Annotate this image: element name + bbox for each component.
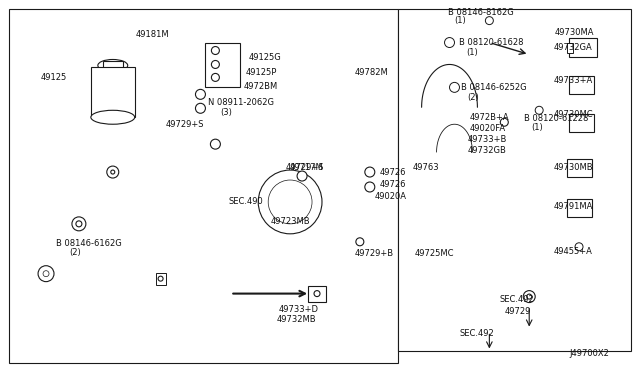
Text: 49729+B: 49729+B — [355, 249, 394, 258]
Circle shape — [111, 170, 115, 174]
Bar — [569, 76, 594, 94]
Circle shape — [485, 17, 493, 25]
Text: B 08146-6252G: B 08146-6252G — [461, 83, 527, 92]
Circle shape — [76, 221, 82, 227]
Bar — [103, 61, 123, 71]
Text: 49732GA: 49732GA — [554, 43, 593, 52]
Circle shape — [449, 82, 460, 92]
Text: 49125G: 49125G — [248, 53, 281, 62]
Text: 49733+B: 49733+B — [467, 135, 507, 144]
Circle shape — [500, 118, 508, 126]
Text: 49729+S: 49729+S — [285, 163, 324, 171]
Circle shape — [365, 167, 375, 177]
Bar — [156, 273, 166, 285]
Circle shape — [43, 271, 49, 277]
Circle shape — [575, 243, 583, 251]
Text: 49730MC: 49730MC — [554, 110, 594, 119]
Circle shape — [365, 182, 375, 192]
Text: SEC.492: SEC.492 — [460, 329, 494, 338]
Circle shape — [524, 291, 535, 302]
Text: 49729+S: 49729+S — [166, 120, 204, 129]
Circle shape — [195, 89, 205, 99]
Text: SEC.492: SEC.492 — [499, 295, 534, 304]
Ellipse shape — [91, 110, 134, 124]
Text: 49726: 49726 — [380, 167, 406, 177]
Circle shape — [107, 166, 119, 178]
Text: J49700X2: J49700X2 — [569, 349, 609, 358]
Circle shape — [268, 180, 312, 224]
Text: 49791MA: 49791MA — [553, 202, 593, 211]
Ellipse shape — [98, 60, 128, 71]
Text: 49717M: 49717M — [290, 163, 324, 171]
Text: 49125P: 49125P — [245, 68, 276, 77]
Text: B 08120-61628: B 08120-61628 — [460, 38, 524, 47]
Text: 49020FA: 49020FA — [469, 124, 506, 133]
Circle shape — [211, 73, 220, 81]
Bar — [567, 199, 592, 217]
Text: 49729: 49729 — [504, 307, 531, 316]
Text: 49455+A: 49455+A — [554, 247, 593, 256]
Text: (1): (1) — [467, 48, 478, 57]
Circle shape — [38, 266, 54, 282]
Text: 49723MB: 49723MB — [270, 217, 310, 227]
Text: B 08146-6162G: B 08146-6162G — [56, 239, 122, 248]
Circle shape — [356, 238, 364, 246]
Text: (1): (1) — [454, 16, 467, 25]
Text: 49732MB: 49732MB — [276, 315, 316, 324]
Circle shape — [445, 38, 454, 48]
Bar — [567, 159, 592, 177]
Text: 49125: 49125 — [41, 73, 67, 82]
Circle shape — [314, 291, 320, 296]
Text: 49763: 49763 — [413, 163, 439, 171]
Circle shape — [297, 171, 307, 181]
Circle shape — [527, 294, 532, 299]
Text: 49782M: 49782M — [355, 68, 388, 77]
Text: 4972BM: 4972BM — [243, 82, 278, 91]
Text: (2): (2) — [69, 248, 81, 257]
Text: 49730MA: 49730MA — [555, 28, 595, 37]
Text: B 08120-61228: B 08120-61228 — [524, 114, 589, 123]
Text: 49733+A: 49733+A — [553, 76, 593, 85]
Circle shape — [258, 170, 322, 234]
Circle shape — [158, 276, 163, 281]
Circle shape — [211, 46, 220, 54]
Text: 49181M: 49181M — [136, 30, 170, 39]
Circle shape — [211, 61, 220, 68]
Bar — [91, 67, 134, 117]
Text: (2): (2) — [467, 93, 479, 102]
Text: 49733+D: 49733+D — [278, 305, 318, 314]
Text: 49725MC: 49725MC — [415, 249, 454, 258]
Text: (1): (1) — [531, 123, 543, 132]
Bar — [569, 114, 594, 132]
Text: B 08146-8162G: B 08146-8162G — [447, 8, 513, 17]
Bar — [9, 9, 397, 363]
Circle shape — [195, 103, 205, 113]
Text: 49730MB: 49730MB — [553, 163, 593, 171]
Circle shape — [72, 217, 86, 231]
Bar — [205, 42, 240, 87]
Circle shape — [535, 106, 543, 114]
Circle shape — [211, 139, 220, 149]
Bar — [567, 42, 573, 52]
Text: 4972B+A: 4972B+A — [469, 113, 509, 122]
Text: (3): (3) — [220, 108, 232, 117]
Text: 49020A: 49020A — [375, 192, 407, 202]
Text: N 08911-2062G: N 08911-2062G — [209, 98, 275, 107]
Bar — [308, 286, 326, 302]
Text: SEC.490: SEC.490 — [228, 198, 263, 206]
Text: 49726: 49726 — [380, 180, 406, 189]
Bar — [569, 38, 597, 58]
Text: 49732GB: 49732GB — [467, 145, 506, 155]
Bar — [397, 9, 631, 352]
